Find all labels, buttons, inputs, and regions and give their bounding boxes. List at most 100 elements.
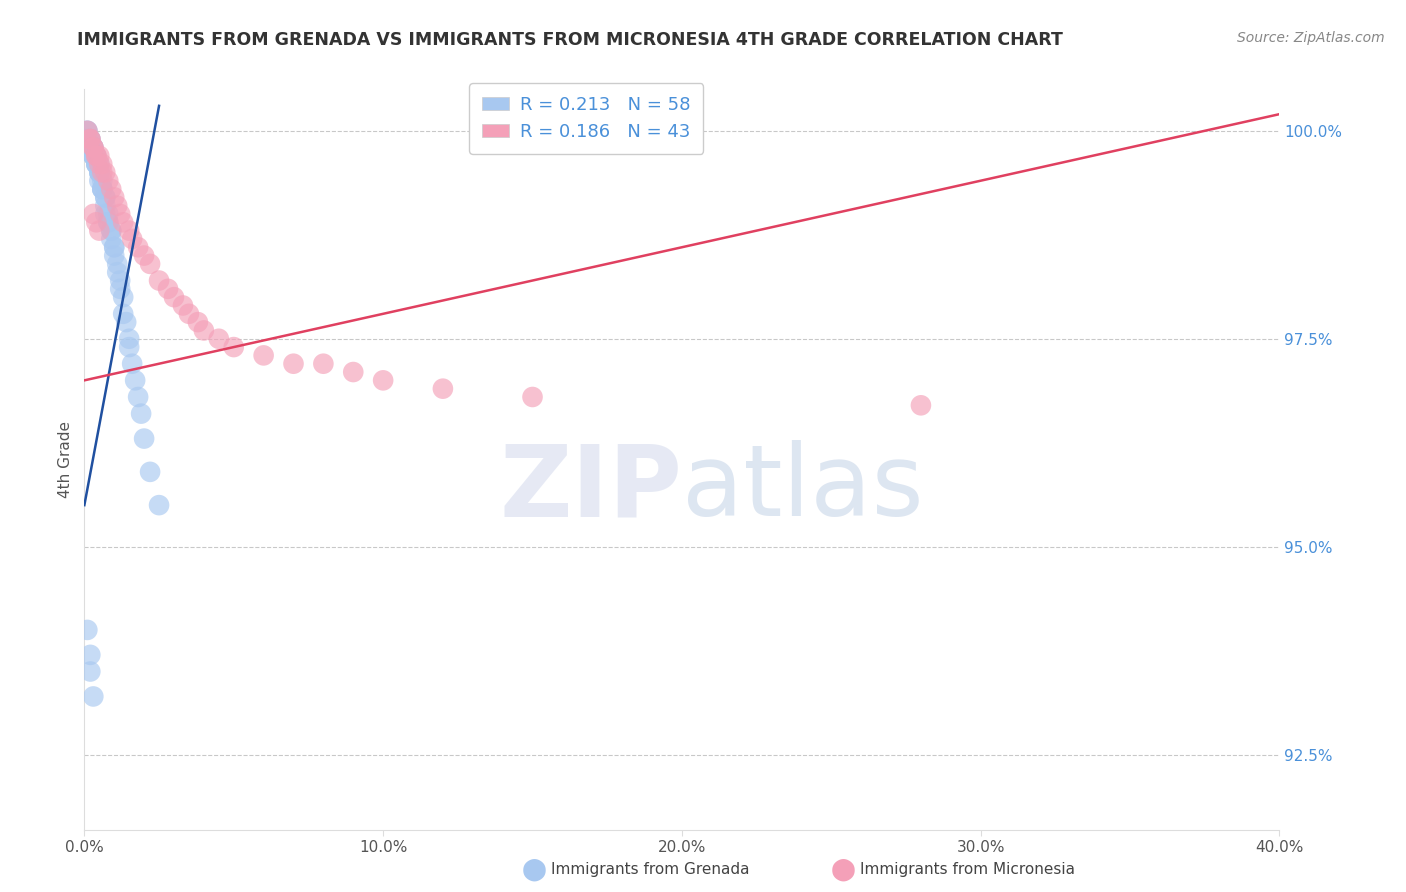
Point — [89, 149, 111, 163]
Point — [432, 382, 454, 396]
Point — [76, 124, 98, 138]
Point — [94, 165, 117, 179]
Point — [82, 149, 104, 163]
Point — [89, 165, 111, 179]
Point — [127, 390, 149, 404]
Point — [94, 199, 117, 213]
Point — [91, 165, 114, 179]
Point — [139, 257, 162, 271]
Point — [103, 190, 125, 204]
Point — [118, 340, 141, 354]
Y-axis label: 4th Grade: 4th Grade — [58, 421, 73, 498]
Point — [82, 207, 104, 221]
Legend: R = 0.213   N = 58, R = 0.186   N = 43: R = 0.213 N = 58, R = 0.186 N = 43 — [470, 84, 703, 153]
Point — [132, 249, 156, 263]
Point — [110, 207, 132, 221]
Point — [118, 332, 141, 346]
Point — [100, 224, 122, 238]
Point — [91, 182, 114, 196]
Point — [187, 315, 209, 329]
Point — [118, 224, 141, 238]
Point — [79, 132, 101, 146]
Point — [103, 249, 125, 263]
Point — [76, 124, 98, 138]
Point — [82, 149, 104, 163]
Point — [157, 282, 180, 296]
Point — [82, 690, 104, 704]
Point — [208, 332, 231, 346]
Point — [89, 165, 111, 179]
Point — [110, 273, 132, 287]
Point — [86, 149, 108, 163]
Point — [79, 665, 101, 679]
Point — [91, 174, 114, 188]
Text: ⬤: ⬤ — [522, 858, 547, 881]
Point — [148, 498, 170, 512]
Point — [253, 348, 276, 362]
Point — [76, 623, 98, 637]
Point — [100, 224, 122, 238]
Point — [105, 265, 128, 279]
Point — [79, 140, 101, 154]
Point — [103, 240, 125, 254]
Point — [76, 132, 98, 146]
Point — [172, 298, 194, 312]
Point — [79, 140, 101, 154]
Point — [82, 140, 104, 154]
Point — [76, 124, 98, 138]
Point — [97, 174, 120, 188]
Point — [115, 315, 138, 329]
Point — [177, 307, 200, 321]
Point — [222, 340, 245, 354]
Point — [79, 132, 101, 146]
Point — [97, 215, 120, 229]
Point — [97, 207, 120, 221]
Point — [86, 157, 108, 171]
Point — [82, 140, 104, 154]
Point — [89, 224, 111, 238]
Point — [283, 357, 305, 371]
Point — [91, 182, 114, 196]
Point — [110, 282, 132, 296]
Text: Immigrants from Grenada: Immigrants from Grenada — [551, 863, 749, 877]
Point — [103, 240, 125, 254]
Point — [112, 290, 135, 304]
Point — [910, 398, 932, 412]
Point — [112, 215, 135, 229]
Point — [94, 190, 117, 204]
Point — [89, 157, 111, 171]
Point — [342, 365, 364, 379]
Text: IMMIGRANTS FROM GRENADA VS IMMIGRANTS FROM MICRONESIA 4TH GRADE CORRELATION CHAR: IMMIGRANTS FROM GRENADA VS IMMIGRANTS FR… — [77, 31, 1063, 49]
Point — [105, 199, 128, 213]
Point — [79, 132, 101, 146]
Text: Source: ZipAtlas.com: Source: ZipAtlas.com — [1237, 31, 1385, 45]
Point — [86, 157, 108, 171]
Point — [82, 149, 104, 163]
Point — [373, 373, 395, 387]
Point — [86, 149, 108, 163]
Text: ⬤: ⬤ — [831, 858, 856, 881]
Point — [97, 215, 120, 229]
Point — [100, 232, 122, 246]
Point — [79, 132, 101, 146]
Point — [79, 648, 101, 662]
Point — [163, 290, 186, 304]
Point — [91, 157, 114, 171]
Point — [148, 273, 170, 287]
Point — [89, 157, 111, 171]
Point — [86, 157, 108, 171]
Text: ZIP: ZIP — [499, 441, 682, 538]
Point — [89, 174, 111, 188]
Point — [124, 373, 146, 387]
Point — [112, 307, 135, 321]
Point — [139, 465, 162, 479]
Point — [86, 149, 108, 163]
Point — [105, 257, 128, 271]
Point — [82, 140, 104, 154]
Point — [522, 390, 544, 404]
Point — [100, 182, 122, 196]
Point — [82, 140, 104, 154]
Point — [312, 357, 335, 371]
Point — [94, 190, 117, 204]
Point — [129, 407, 152, 421]
